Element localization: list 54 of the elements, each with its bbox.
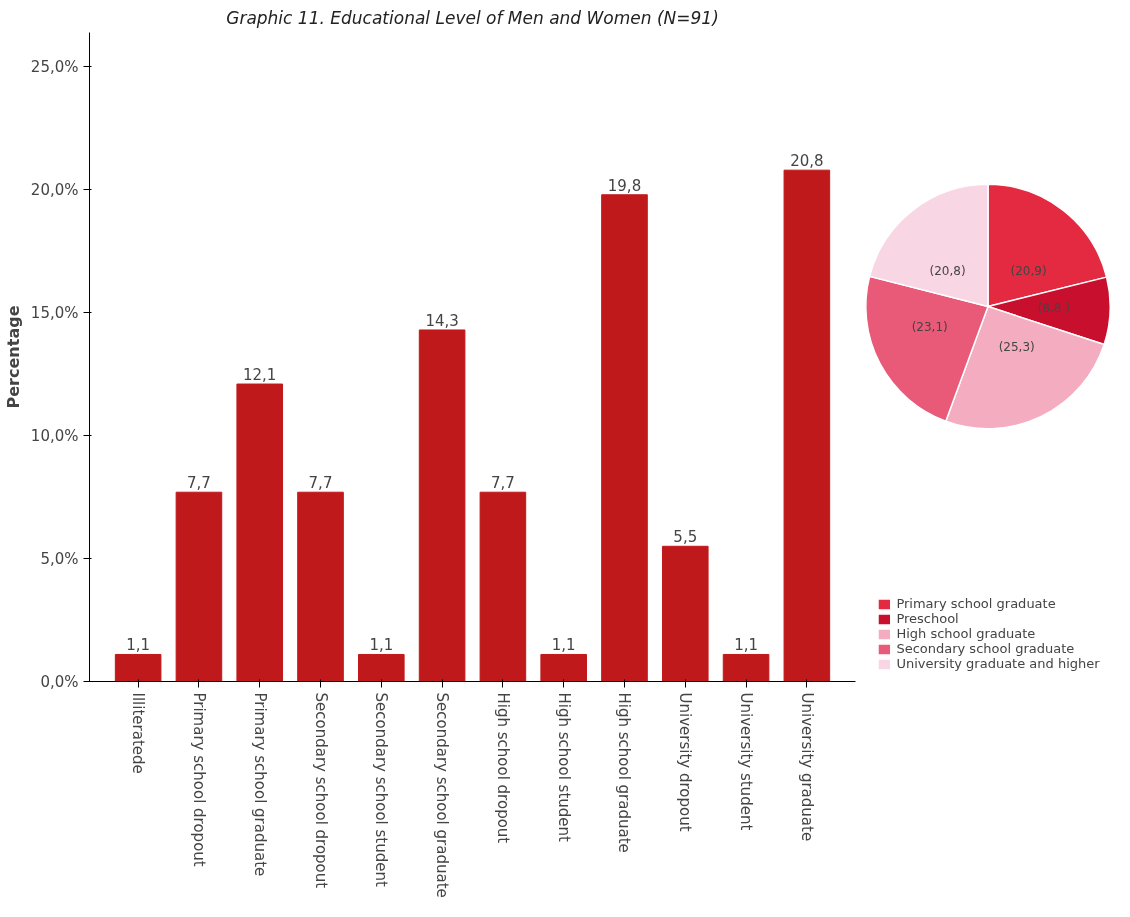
- bar: [540, 653, 587, 682]
- bar: [418, 329, 466, 682]
- x-tick-label: University graduate: [797, 692, 816, 842]
- y-tick-label: 20,0%: [30, 180, 79, 199]
- bar: [297, 491, 344, 682]
- legend-label: Primary school graduate: [896, 596, 1056, 611]
- y-tick-label: 15,0%: [30, 303, 79, 322]
- x-tick-label: Secondary school student: [372, 692, 391, 888]
- data-label: 19,8: [607, 176, 642, 195]
- bar: [722, 653, 770, 682]
- data-label: (23,1): [911, 320, 948, 335]
- legend-label: Preschool: [896, 611, 959, 626]
- data-label: 20,8: [790, 152, 824, 171]
- legend-label: University graduate and higher: [896, 656, 1100, 671]
- y-tick-label: 25,0%: [30, 57, 79, 76]
- data-label: 1,1: [551, 636, 576, 655]
- x-tick-label: University student: [737, 692, 756, 831]
- data-label: 7,7: [490, 474, 515, 493]
- x-tick-label: Secondary school graduate: [433, 692, 452, 898]
- x-tick-label: University dropout: [676, 692, 695, 832]
- bar: [236, 383, 284, 682]
- x-tick-label: High school student: [554, 692, 573, 843]
- data-label: 1,1: [734, 636, 758, 655]
- data-label: 5,5: [673, 528, 698, 547]
- legend-label: High school graduate: [896, 626, 1036, 641]
- x-tick-label: Secondary school dropout: [311, 692, 330, 889]
- y-tick-label: 10,0%: [30, 426, 79, 445]
- x-tick-label: High school graduate: [615, 692, 634, 853]
- bar: [783, 169, 831, 682]
- y-tick-label: 0,0%: [40, 672, 79, 691]
- y-tick-label: 5,0%: [40, 549, 79, 568]
- x-tick-label: High school dropout: [493, 692, 512, 844]
- data-label: (8,8 ): [1037, 301, 1070, 316]
- chart-title: Graphic 11. Educational Level of Men and Women (N=91): [226, 7, 719, 28]
- bar: [601, 194, 648, 682]
- bar: [114, 653, 162, 682]
- data-label: 7,7: [187, 474, 211, 493]
- bar: [175, 491, 223, 682]
- legend-label: Secondary school graduate: [896, 641, 1075, 656]
- data-label: 7,7: [308, 474, 333, 493]
- bar: [479, 491, 527, 682]
- data-label: (20,9): [1010, 264, 1047, 279]
- bar: [661, 545, 709, 682]
- data-label: (25,3): [998, 339, 1035, 354]
- x-tick-label: Illiteratede: [129, 692, 148, 774]
- data-label: 12,1: [243, 366, 277, 385]
- data-label: 1,1: [126, 636, 151, 655]
- data-label: 14,3: [425, 311, 459, 330]
- x-tick-label: Primary school dropout: [189, 692, 208, 867]
- y-axis-title: Percentage: [3, 305, 23, 409]
- data-label: (20,8): [929, 264, 966, 279]
- data-label: 1,1: [369, 636, 394, 655]
- bar: [358, 653, 405, 682]
- x-tick-label: Primary school graduate: [250, 692, 269, 877]
